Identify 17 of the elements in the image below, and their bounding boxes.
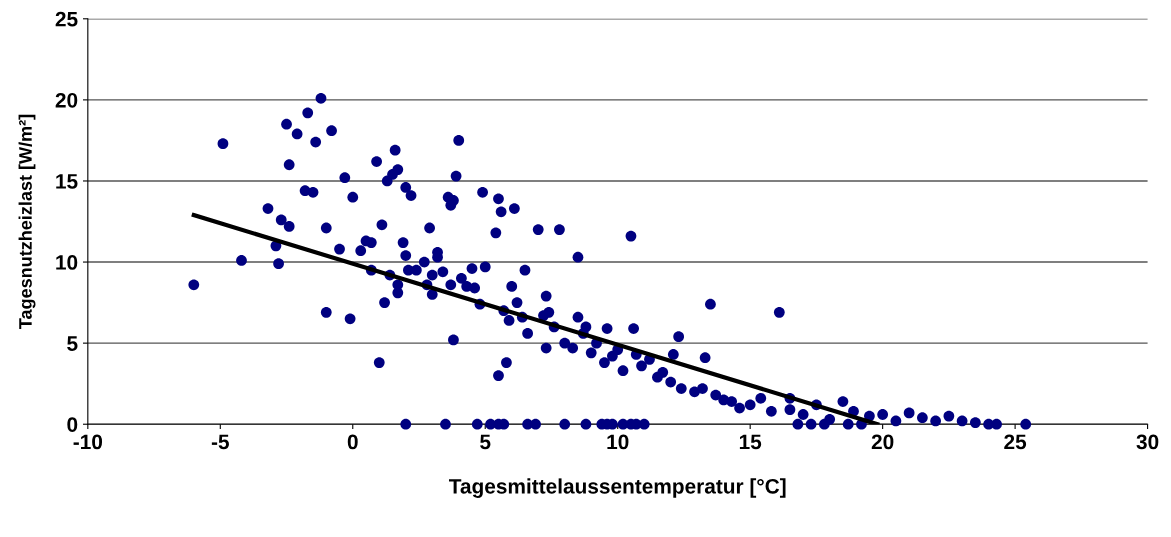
y-tick-label: 10 <box>56 255 78 270</box>
y-tick-label: 20 <box>55 92 78 108</box>
y-tick-label: 0 <box>67 417 78 432</box>
x-tick-label: 20 <box>871 434 894 450</box>
x-tick-label: -5 <box>211 434 229 450</box>
x-axis-title: Tagesmittelaussentemperatur [°C] <box>449 478 786 498</box>
x-tick-label: 30 <box>1136 434 1159 450</box>
x-tick-label: 15 <box>739 434 762 450</box>
x-tick-label: 10 <box>607 434 629 450</box>
y-tick-label: 25 <box>55 11 78 27</box>
x-tick-label: 0 <box>347 434 358 450</box>
x-tick-label: -10 <box>73 434 103 450</box>
y-tick-label: 5 <box>67 336 78 351</box>
x-tick-label: 25 <box>1004 434 1027 450</box>
y-axis-title: Tagesnutzheizlast [W/m²] <box>18 114 36 329</box>
x-tick-label: 5 <box>480 434 491 450</box>
y-tick-label: 15 <box>56 174 78 189</box>
